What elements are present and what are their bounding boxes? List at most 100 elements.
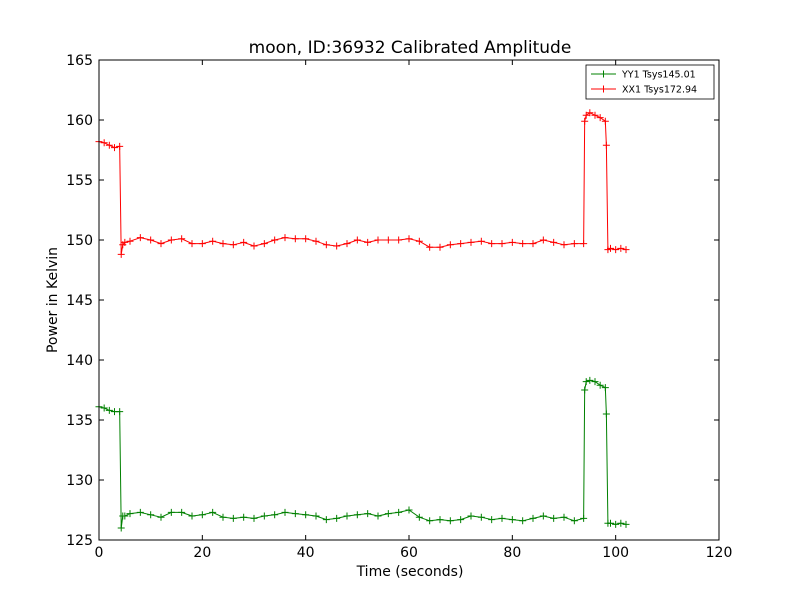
- data-point: [477, 513, 485, 521]
- x-tick-label: 120: [706, 545, 733, 561]
- data-point: [457, 516, 465, 524]
- data-point: [622, 520, 630, 528]
- data-point: [550, 238, 558, 246]
- data-point: [121, 238, 129, 246]
- data-point: [260, 512, 268, 520]
- data-point: [580, 240, 588, 248]
- data-point: [178, 508, 186, 516]
- data-point: [415, 237, 423, 245]
- data-point: [100, 404, 108, 412]
- data-point: [117, 524, 125, 532]
- y-tick-label: 155: [66, 173, 93, 189]
- data-point: [539, 512, 547, 520]
- data-point: [291, 510, 299, 518]
- x-axis: 0 20 40 60 80 100 120: [95, 60, 733, 561]
- x-tick-label: 60: [400, 545, 418, 561]
- data-point: [436, 243, 444, 251]
- data-point: [333, 242, 341, 250]
- data-point: [498, 514, 506, 522]
- data-point: [426, 243, 434, 251]
- data-point: [353, 236, 361, 244]
- data-point: [167, 236, 175, 244]
- legend-entry: YY1 Tsys145.01: [591, 70, 696, 81]
- series-line: [98, 112, 627, 255]
- legend-label: YY1 Tsys145.01: [621, 70, 696, 81]
- data-point: [612, 520, 620, 528]
- data-point: [271, 236, 279, 244]
- x-axis-label: Time (seconds): [356, 564, 464, 580]
- data-point: [260, 240, 268, 248]
- data-point: [116, 408, 124, 416]
- data-point: [586, 109, 594, 117]
- data-point: [560, 513, 568, 521]
- data-point: [617, 519, 625, 527]
- data-point: [322, 516, 330, 524]
- data-point: [116, 142, 124, 150]
- data-point: [591, 111, 599, 119]
- data-point: [550, 514, 558, 522]
- data-point: [405, 506, 413, 514]
- data-point: [488, 240, 496, 248]
- data-point: [219, 240, 227, 248]
- data-point: [508, 516, 516, 524]
- data-point: [229, 241, 237, 249]
- data-point: [617, 244, 625, 252]
- data-point: [602, 410, 610, 418]
- y-axis: 125 130 135 140 145 150 155 160 165: [66, 53, 719, 549]
- data-point: [622, 246, 630, 254]
- data-point: [312, 237, 320, 245]
- data-point: [560, 241, 568, 249]
- legend-entry: XX1 Tsys172.94: [591, 85, 697, 96]
- data-point: [250, 514, 258, 522]
- legend-marker: [600, 70, 607, 78]
- data-point: [209, 237, 217, 245]
- data-point: [607, 519, 614, 527]
- data-point: [250, 242, 258, 250]
- data-point: [467, 512, 475, 520]
- data-point: [601, 384, 609, 392]
- data-point: [607, 244, 614, 252]
- data-point: [312, 512, 320, 520]
- data-point: [157, 240, 165, 248]
- data-point: [446, 517, 454, 525]
- data-point: [529, 240, 537, 248]
- data-point: [302, 511, 310, 519]
- data-point: [178, 235, 186, 243]
- y-tick-label: 145: [66, 293, 93, 309]
- data-point: [457, 240, 465, 248]
- data-point: [121, 512, 129, 520]
- y-tick-label: 135: [66, 413, 93, 429]
- data-point: [209, 508, 217, 516]
- data-point: [281, 234, 289, 242]
- plot-area: [95, 109, 630, 532]
- data-point: [374, 236, 382, 244]
- data-point: [596, 381, 604, 389]
- data-point: [586, 376, 594, 384]
- data-point: [126, 510, 134, 518]
- data-point: [147, 236, 155, 244]
- data-point: [198, 240, 206, 248]
- data-point: [364, 510, 372, 518]
- data-point: [426, 517, 434, 525]
- data-point: [446, 241, 454, 249]
- data-point: [580, 514, 588, 522]
- y-tick-label: 130: [66, 473, 93, 489]
- data-point: [219, 513, 227, 521]
- y-tick-label: 150: [66, 233, 93, 249]
- x-tick-label: 20: [193, 545, 211, 561]
- data-point: [488, 516, 496, 524]
- data-point: [364, 238, 372, 246]
- data-point: [436, 516, 444, 524]
- data-point: [271, 511, 279, 519]
- series-2: [95, 109, 630, 258]
- x-tick-label: 80: [503, 545, 521, 561]
- data-point: [508, 238, 516, 246]
- data-point: [582, 111, 590, 119]
- data-point: [291, 235, 299, 243]
- data-point: [198, 511, 206, 519]
- data-point: [596, 114, 604, 122]
- data-point: [570, 240, 578, 248]
- data-point: [602, 141, 610, 149]
- data-point: [395, 508, 403, 516]
